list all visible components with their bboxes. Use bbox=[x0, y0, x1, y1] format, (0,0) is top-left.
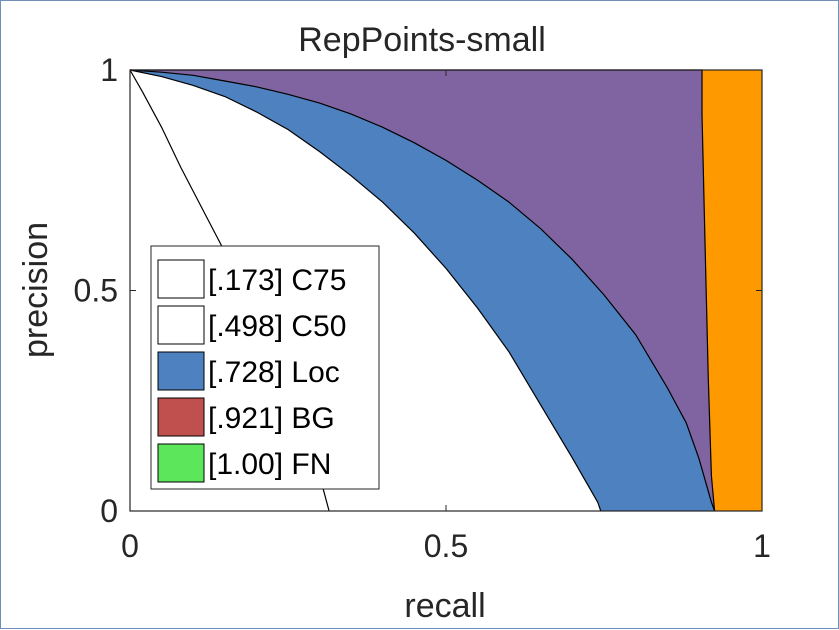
legend-swatch bbox=[157, 443, 205, 483]
legend-label: [.498] C50 bbox=[208, 310, 346, 343]
x-tick-label: 0 bbox=[121, 528, 139, 564]
legend-swatch bbox=[157, 351, 205, 391]
c50-curve bbox=[129, 69, 602, 512]
x-tick-label: 0.5 bbox=[424, 528, 468, 564]
y-axis-label: precision bbox=[17, 222, 55, 358]
loc-curve bbox=[129, 69, 716, 512]
legend-swatch bbox=[157, 305, 205, 345]
legend-label: [.173] C75 bbox=[208, 264, 346, 297]
x-axis-label: recall bbox=[404, 587, 485, 625]
legend: [.173] C75 [.498] C50 [.728] Loc [.921] BG [… bbox=[150, 245, 380, 490]
y-tick-label: 0.5 bbox=[74, 273, 118, 309]
chart-title: RepPoints-small bbox=[298, 21, 546, 59]
y-tick-label: 0 bbox=[100, 493, 118, 529]
legend-swatch bbox=[157, 259, 205, 299]
x-tick-label: 1 bbox=[753, 528, 771, 564]
legend-label: [1.00] FN bbox=[208, 448, 331, 481]
y-tick-label: 1 bbox=[100, 52, 118, 88]
axis-ticks: 0 0.5 1 0 0.5 1 bbox=[74, 52, 771, 564]
legend-label: [.728] Loc bbox=[208, 356, 340, 389]
legend-swatch bbox=[157, 397, 205, 437]
legend-label: [.921] BG bbox=[208, 402, 335, 435]
